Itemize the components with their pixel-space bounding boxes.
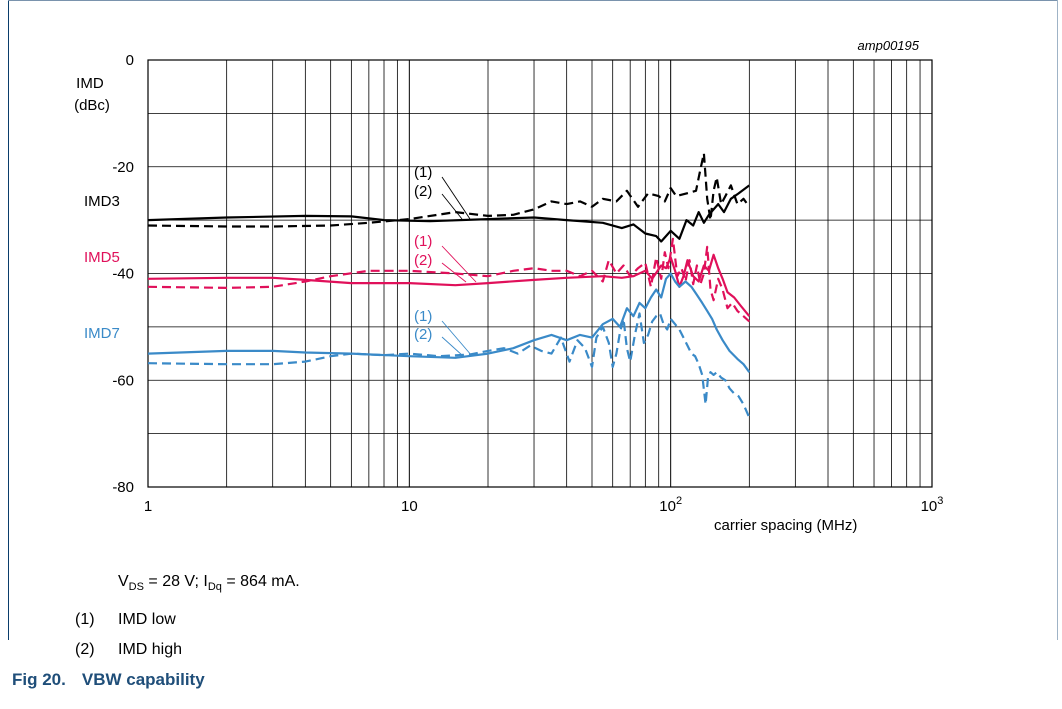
frame-right-border	[1057, 0, 1058, 640]
idq-value: = 864 mA.	[221, 573, 300, 590]
x-tick-label: 1	[144, 498, 152, 515]
marker-leader-line	[441, 262, 467, 283]
marker-leader-line	[441, 320, 473, 357]
marker-leader-line	[441, 336, 464, 357]
y-tick-label: -80	[112, 479, 134, 496]
series-marker-imd7: (1)	[414, 308, 432, 325]
x-axis-title: carrier spacing (MHz)	[714, 517, 857, 534]
series-marker-imd3: (2)	[414, 183, 432, 200]
series-line-imd3-low	[147, 184, 750, 243]
y-tick-label: -60	[112, 372, 134, 389]
series-marker-imd3: (1)	[414, 164, 432, 181]
series-label-imd5: IMD5	[84, 249, 120, 266]
vds-value: = 28 V; I	[143, 573, 208, 590]
x-tick-label: 10	[401, 498, 418, 515]
series-line-imd7-high	[147, 312, 751, 419]
vds-subscript: DS	[128, 581, 144, 593]
y-axis-title-line-1: IMD	[76, 75, 104, 92]
note-marker-2: (2)	[75, 641, 95, 658]
chart-labels: amp00195 IMD (dBc) carrier spacing (MHz)	[74, 38, 920, 534]
frame-left-border	[8, 0, 9, 640]
caption-title: VBW capability	[81, 670, 205, 689]
series-line-imd5-high	[147, 237, 751, 323]
idq-subscript: Dq	[207, 581, 222, 593]
conditions-text: VDS = 28 V; IDq = 864 mA.	[118, 573, 300, 593]
chart-series	[147, 152, 751, 419]
y-axis-title-line-2: (dBc)	[74, 97, 110, 114]
y-tick-label: -20	[112, 159, 134, 176]
imd-chart: amp00195 IMD (dBc) carrier spacing (MHz)…	[74, 38, 943, 534]
x-tick-label: 102	[659, 495, 682, 515]
series-marker-imd7: (2)	[414, 326, 432, 343]
series-marker-imd5: (2)	[414, 252, 432, 269]
caption-number: Fig 20.	[12, 670, 66, 689]
series-marker-imd5: (1)	[414, 233, 432, 250]
y-axis-title: IMD (dBc)	[74, 75, 110, 114]
chart-ticks: 0 -20 -40 -60 -80 1 10 102 103	[112, 52, 943, 515]
marker-leader-line	[441, 245, 477, 283]
y-tick-label: -40	[112, 266, 134, 283]
series-line-imd5-low	[147, 253, 751, 317]
marker-leader-line	[441, 176, 471, 220]
note-marker-1: (1)	[75, 611, 95, 628]
marker-leader-line	[441, 193, 463, 220]
note-text-1: IMD low	[118, 611, 176, 628]
series-label-imd3: IMD3	[84, 193, 120, 210]
figure-id-label: amp00195	[858, 38, 920, 53]
figure-caption: Fig 20. VBW capability	[12, 670, 205, 690]
series-label-imd7: IMD7	[84, 325, 120, 342]
chart-grid	[147, 59, 933, 488]
series-line-imd3-high	[147, 152, 751, 228]
x-tick-label: 103	[921, 495, 944, 515]
vds-symbol: V	[118, 573, 129, 590]
frame-top-border	[8, 0, 1058, 1]
note-text-2: IMD high	[118, 641, 183, 658]
y-tick-label: 0	[126, 52, 134, 69]
